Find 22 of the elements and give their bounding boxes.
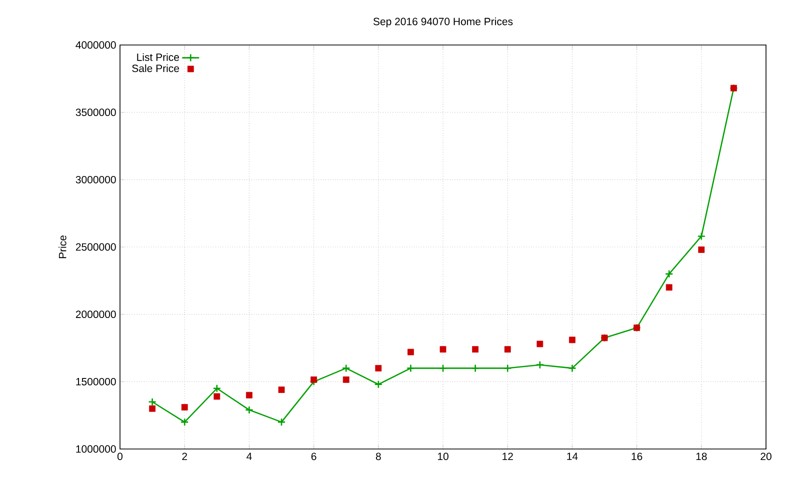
legend-label: Sale Price	[132, 64, 180, 72]
x-tick-label: 16	[632, 452, 642, 460]
chart-title: Sep 2016 94070 Home Prices	[373, 18, 513, 28]
y-tick-label: 3500000	[76, 108, 116, 116]
y-tick-label: 2500000	[76, 243, 116, 251]
y-tick-label: 2000000	[76, 310, 116, 318]
legend-label: List Price	[137, 53, 180, 61]
y-tick-label: 3000000	[76, 176, 116, 184]
x-tick-label: 2	[182, 452, 187, 460]
x-tick-label: 14	[567, 452, 578, 460]
x-tick-label: 4	[246, 452, 252, 460]
x-tick-label: 8	[376, 452, 381, 460]
x-tick-label: 6	[311, 452, 316, 460]
y-tick-label: 4000000	[76, 41, 116, 49]
x-tick-label: 12	[502, 452, 513, 460]
x-tick-label: 0	[117, 452, 122, 460]
x-tick-label: 20	[760, 452, 772, 460]
x-tick-label: 18	[696, 452, 707, 460]
x-tick-label: 10	[438, 452, 448, 460]
y-tick-label: 1500000	[76, 378, 116, 386]
y-axis-title: Price	[58, 236, 66, 258]
y-tick-label: 1000000	[76, 445, 116, 453]
